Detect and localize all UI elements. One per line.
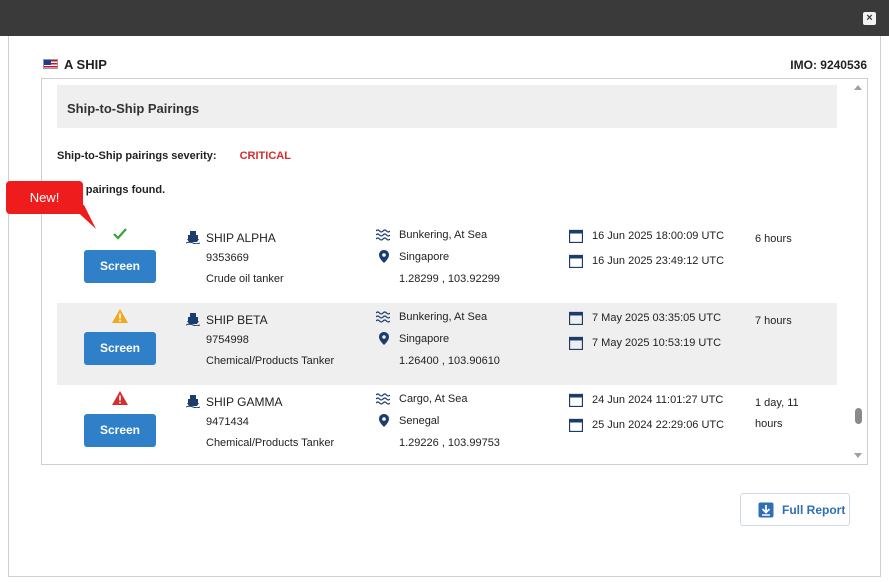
calendar-icon [569, 418, 583, 432]
duration: 7 hours [755, 315, 792, 327]
location-pin-icon [379, 414, 389, 427]
ship-icon [186, 395, 200, 408]
calendar-icon [569, 229, 583, 243]
ship-type: Crude oil tanker [206, 273, 284, 285]
activity-type: Cargo, At Sea [399, 393, 468, 405]
screen-button[interactable]: Screen [84, 250, 156, 283]
location-pin-icon [379, 250, 389, 263]
modal-border-bottom [8, 576, 881, 577]
end-time: 25 Jun 2024 22:29:06 UTC [592, 419, 725, 431]
severity-line: Ship-to-Ship pairings severity: CRITICAL [57, 150, 291, 162]
warning-icon [112, 309, 128, 323]
start-time: 7 May 2025 03:35:05 UTC [592, 312, 722, 324]
location-name: Singapore [399, 251, 450, 263]
download-icon [758, 502, 774, 518]
location-name: Singapore [399, 333, 450, 345]
pairings-panel[interactable]: Ship-to-Ship Pairings Ship-to-Ship pairi… [41, 78, 868, 465]
coordinates: 1.29226 , 103.99753 [399, 437, 500, 449]
location-name: Senegal [399, 415, 440, 427]
end-time: 16 Jun 2025 23:49:12 UTC [592, 255, 725, 267]
ship-title: A SHIP [64, 57, 107, 72]
scroll-up-arrow-icon[interactable] [854, 85, 862, 90]
duration: 1 day, 11 hours [755, 397, 799, 430]
section-title: Ship-to-Ship Pairings [67, 101, 200, 116]
ship-imo: 9471434 [206, 416, 249, 428]
coordinates: 1.28299 , 103.92299 [399, 273, 500, 285]
ship-imo: 9754998 [206, 334, 249, 346]
modal-border-left [8, 36, 9, 576]
calendar-icon [569, 254, 583, 268]
close-button[interactable]: × [863, 12, 876, 25]
coordinates: 1.26400 , 103.90610 [399, 355, 500, 367]
modal-title-bar: × [0, 0, 889, 36]
waves-icon [376, 311, 390, 323]
location-pin-icon [379, 332, 389, 345]
ship-imo-number: IMO: 9240536 [790, 58, 867, 72]
start-time: 24 Jun 2024 11:01:27 UTC [592, 394, 724, 406]
full-report-button[interactable]: Full Report [740, 493, 850, 526]
ship-imo: 9353669 [206, 252, 249, 264]
us-flag-icon [43, 59, 58, 69]
pairings-count: of 15 pairings found. [57, 184, 166, 196]
pairing-row: Screen SHIP ALPHA 9353669 Crude oil tank… [57, 221, 837, 303]
waves-icon [376, 393, 390, 405]
pairing-row: Screen SHIP BETA 9754998 Chemical/Produc… [57, 303, 837, 385]
new-badge: New! [6, 181, 83, 214]
badge-pointer-icon [70, 205, 96, 229]
alert-icon [112, 391, 128, 405]
ship-icon [186, 231, 200, 244]
calendar-icon [569, 311, 583, 325]
ship-icon [186, 313, 200, 326]
section-header: Ship-to-Ship Pairings [57, 85, 837, 128]
full-report-label: Full Report [782, 503, 846, 517]
start-time: 16 Jun 2025 18:00:09 UTC [592, 230, 725, 242]
calendar-icon [569, 336, 583, 350]
screen-button[interactable]: Screen [84, 332, 156, 365]
ship-name: SHIP ALPHA [206, 231, 276, 245]
end-time: 7 May 2025 10:53:19 UTC [592, 337, 722, 349]
vertical-scrollbar[interactable] [850, 79, 867, 464]
duration: 6 hours [755, 233, 792, 245]
ship-type: Chemical/Products Tanker [206, 355, 335, 367]
ship-type: Chemical/Products Tanker [206, 437, 335, 449]
check-icon [113, 228, 127, 240]
ship-name: SHIP BETA [206, 313, 268, 327]
severity-value: CRITICAL [239, 150, 291, 162]
scroll-thumb[interactable] [855, 408, 862, 424]
calendar-icon [569, 393, 583, 407]
waves-icon [376, 229, 390, 241]
pairing-row: Screen SHIP GAMMA 9471434 Chemical/Produ… [57, 385, 837, 464]
scroll-down-arrow-icon[interactable] [854, 453, 862, 458]
screen-button[interactable]: Screen [84, 414, 156, 447]
activity-type: Bunkering, At Sea [399, 311, 488, 323]
ship-name: SHIP GAMMA [206, 395, 283, 409]
ship-header: A SHIP IMO: 9240536 [43, 57, 867, 75]
modal-border-right [880, 36, 881, 576]
activity-type: Bunkering, At Sea [399, 229, 488, 241]
severity-label: Ship-to-Ship pairings severity: [57, 150, 217, 162]
